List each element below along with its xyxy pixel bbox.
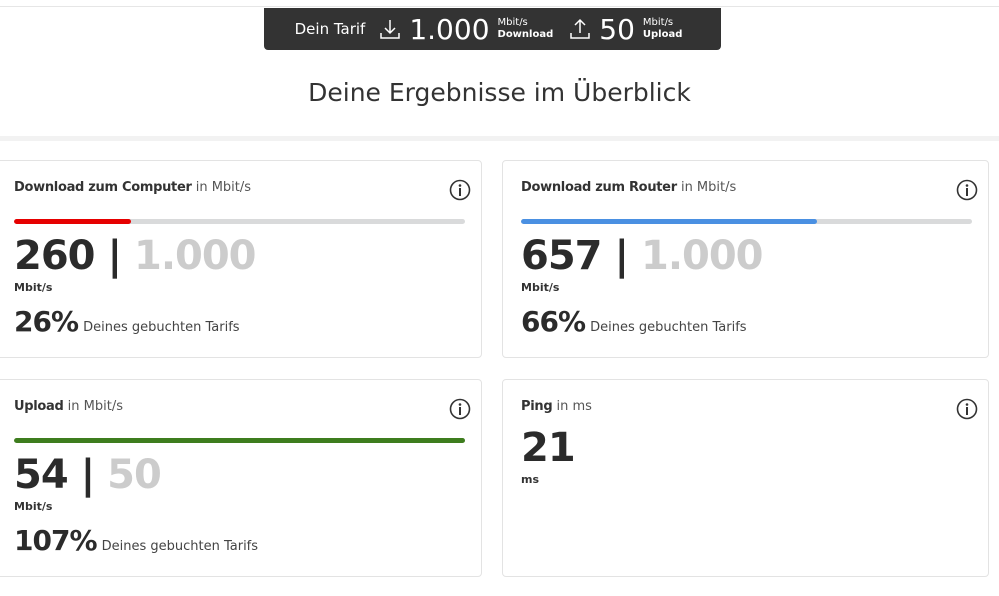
unit-note: in Mbit/s xyxy=(67,399,123,414)
label: Download xyxy=(497,29,554,40)
upload-value: 50 xyxy=(599,12,635,46)
progress-fill xyxy=(14,219,132,224)
info-icon[interactable] xyxy=(449,179,471,205)
result-card: Upload in Mbit/s 54 | 50 Mbit/s 107% Deines… xyxy=(0,379,482,577)
download-unit: Mbit/s Download xyxy=(498,17,554,41)
percent-line: 66% Deines gebuchten Tarifs xyxy=(521,305,747,338)
progress-track xyxy=(521,219,972,224)
booked-value: 1.000 xyxy=(640,233,764,279)
upload-icon xyxy=(570,18,590,39)
progress-track xyxy=(14,438,465,443)
speed-values: 54 | 50 xyxy=(14,452,162,498)
unit: Mbit/s xyxy=(642,17,674,28)
percent-value: 26% xyxy=(14,305,79,338)
result-card: Download zum Router in Mbit/s 657 | 1.000… xyxy=(502,160,989,358)
measured-value: 54 xyxy=(14,452,69,498)
booked-value: 50 xyxy=(107,452,162,498)
label: Upload xyxy=(642,29,683,40)
percent-line: 107% Deines gebuchten Tarifs xyxy=(14,524,258,557)
speed-values: 21 xyxy=(521,425,576,471)
unit: Mbit/s xyxy=(497,17,528,28)
download-icon xyxy=(380,20,401,39)
measured-value: 657 xyxy=(521,233,602,279)
measured-value: 260 xyxy=(14,233,95,279)
info-icon[interactable] xyxy=(956,398,978,424)
tariff-bar: Dein Tarif 1.000 Mbit/s Download 50 Mbit/… xyxy=(264,8,721,50)
unit: Mbit/s xyxy=(14,500,53,513)
percent-note: Deines gebuchten Tarifs xyxy=(83,320,240,335)
percent-note: Deines gebuchten Tarifs xyxy=(101,539,259,554)
unit: ms xyxy=(521,473,540,486)
unit: Mbit/s xyxy=(14,281,53,294)
speed-values: 657 | 1.000 xyxy=(521,233,764,279)
info-icon[interactable] xyxy=(449,398,471,424)
page-title: Deine Ergebnisse im Überblick xyxy=(308,78,691,107)
separator: | xyxy=(614,233,629,279)
progress-fill xyxy=(521,219,818,224)
card-title: Ping in ms xyxy=(521,399,592,414)
unit: Mbit/s xyxy=(521,281,560,294)
separator xyxy=(0,136,999,141)
metric-name: Ping xyxy=(521,399,553,414)
percent-note: Deines gebuchten Tarifs xyxy=(590,320,747,335)
metric-name: Download zum Computer xyxy=(14,180,192,195)
unit-note: in ms xyxy=(556,399,592,414)
tariff-label: Dein Tarif xyxy=(294,20,366,38)
unit-note: in Mbit/s xyxy=(195,180,252,195)
info-icon[interactable] xyxy=(956,179,978,205)
progress-fill xyxy=(14,438,465,443)
result-card: Download zum Computer in Mbit/s 260 | 1.0… xyxy=(0,160,482,358)
unit-note: in Mbit/s xyxy=(680,180,737,195)
metric-name: Upload xyxy=(14,399,64,414)
card-title: Download zum Computer in Mbit/s xyxy=(14,180,251,195)
download-value: 1.000 xyxy=(409,12,490,46)
percent-value: 66% xyxy=(521,305,586,338)
progress-track xyxy=(14,219,465,224)
separator: | xyxy=(80,452,96,498)
booked-value: 1.000 xyxy=(133,233,257,279)
card-title: Download zum Router in Mbit/s xyxy=(521,180,736,195)
upload-unit: Mbit/s Upload xyxy=(643,17,682,41)
top-border xyxy=(0,6,999,7)
percent-line: 26% Deines gebuchten Tarifs xyxy=(14,305,240,338)
card-title: Upload in Mbit/s xyxy=(14,399,123,414)
measured-value: 21 xyxy=(521,425,576,471)
percent-value: 107% xyxy=(14,524,98,557)
separator: | xyxy=(107,233,122,279)
metric-name: Download zum Router xyxy=(521,180,677,195)
speed-values: 260 | 1.000 xyxy=(14,233,257,279)
result-card: Ping in ms 21 ms xyxy=(502,379,989,577)
